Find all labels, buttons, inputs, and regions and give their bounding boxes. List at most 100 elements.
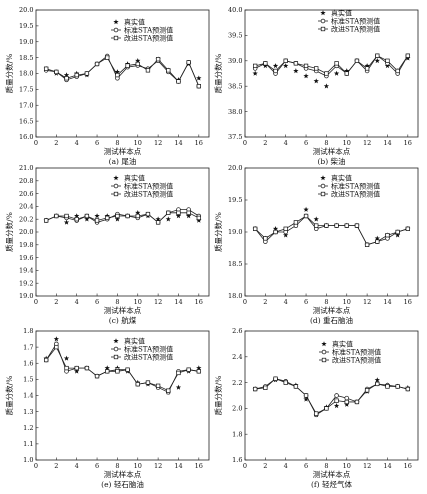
y-tick-label: 1.7 xyxy=(23,343,33,351)
improved-sta-point xyxy=(314,411,319,416)
improved-sta-point xyxy=(344,71,349,76)
improved-sta-point xyxy=(263,385,268,390)
x-tick-label: 16 xyxy=(195,462,203,470)
improved-sta-point xyxy=(283,58,288,63)
panel-caption: (a) 尾油 xyxy=(109,156,137,166)
y-tick-label: 1.4 xyxy=(23,392,33,400)
true-value-point xyxy=(262,63,269,69)
improved-sta-point xyxy=(155,57,161,62)
x-tick-label: 8 xyxy=(115,298,119,306)
y-tick-label: 2.6 xyxy=(232,327,242,335)
true-value-point xyxy=(374,235,380,241)
true-value-point xyxy=(135,58,141,64)
series-line-standard-sta xyxy=(255,378,408,416)
y-tick-label: 16.0 xyxy=(19,133,33,141)
true-value-point xyxy=(135,210,141,216)
improved-sta-point xyxy=(125,63,130,68)
improved-sta-point xyxy=(54,344,59,350)
true-value-point xyxy=(344,401,350,407)
improved-sta-point xyxy=(64,213,69,219)
true-value-point xyxy=(323,83,330,89)
x-tick-label: 12 xyxy=(154,462,162,470)
y-tick-label: 18.5 xyxy=(19,54,33,62)
improved-sta-point xyxy=(273,68,278,74)
legend-marker xyxy=(113,191,119,197)
legend-label: 标准STA预测值 xyxy=(124,345,173,354)
panel-caption: (e) 轻石脑油 xyxy=(101,479,144,489)
improved-sta-point xyxy=(115,72,120,78)
y-axis-label: 质量分数/% xyxy=(4,212,14,252)
x-tick-label: 8 xyxy=(115,462,119,470)
true-value-point xyxy=(165,216,171,222)
legend-label: 改进STA预测值 xyxy=(331,190,380,199)
true-value-point xyxy=(63,355,70,361)
improved-sta-point xyxy=(375,53,380,58)
legend-label: 真实值 xyxy=(332,340,353,349)
x-tick-label: 14 xyxy=(383,139,391,147)
legend-marker xyxy=(113,346,119,352)
series-line-standard-sta xyxy=(46,209,200,223)
standard-sta-point xyxy=(334,393,339,398)
improved-sta-point xyxy=(145,380,151,385)
improved-sta-point xyxy=(314,66,319,71)
legend-label: 标准STA预测值 xyxy=(331,182,380,191)
chart-panel-a: 16.0 16.5 17.0 17.5 18.0 18.5 19.0 19.5 20.0 0 2 4 6… xyxy=(4,6,210,166)
y-tick-label: 17.5 xyxy=(19,86,33,94)
y-tick-label: 20.0 xyxy=(19,228,33,236)
y-tick-label: 20.0 xyxy=(19,6,33,14)
legend-marker xyxy=(320,18,326,24)
legend-label: 标准STA预测值 xyxy=(124,182,173,191)
x-tick-label: 10 xyxy=(134,298,142,306)
x-tick-label: 0 xyxy=(243,298,247,306)
y-tick-label: 40.0 xyxy=(228,6,242,14)
plot-frame xyxy=(35,330,210,461)
x-tick-label: 12 xyxy=(154,139,162,147)
x-tick-label: 10 xyxy=(134,139,142,147)
true-value-point xyxy=(405,55,411,61)
legend-marker xyxy=(113,35,119,41)
legend-marker xyxy=(113,175,119,181)
true-value-point xyxy=(313,216,319,222)
y-tick-label: 39.0 xyxy=(228,57,242,65)
legend-marker xyxy=(320,183,326,189)
standard-sta-point xyxy=(344,395,350,401)
true-value-point xyxy=(74,368,80,374)
chart-panel-f: 1.6 1.8 2.0 2.2 2.4 2.6 0 2 4 6 8 10 12 14 16 测试样本点 质量分数… xyxy=(213,327,419,489)
improved-sta-point xyxy=(115,213,120,219)
series-line-improved-sta xyxy=(255,378,408,415)
improved-sta-point xyxy=(176,210,181,215)
y-tick-label: 1.2 xyxy=(23,424,33,432)
y-tick-label: 19.5 xyxy=(19,22,33,30)
improved-sta-point xyxy=(84,365,90,371)
improved-sta-point xyxy=(263,236,268,241)
legend-label: 改进STA预测值 xyxy=(331,25,380,34)
x-tick-label: 16 xyxy=(195,139,203,147)
x-tick-label: 6 xyxy=(304,139,308,147)
legend-label: 真实值 xyxy=(124,18,145,27)
improved-sta-point xyxy=(145,211,151,217)
x-tick-label: 8 xyxy=(115,139,119,147)
x-axis-label: 测试样本点 xyxy=(313,469,351,479)
improved-sta-point xyxy=(293,61,299,66)
improved-sta-point xyxy=(354,399,360,405)
true-value-point xyxy=(303,206,309,212)
improved-sta-point xyxy=(303,393,309,398)
y-tick-label: 19.6 xyxy=(19,254,33,262)
true-value-point xyxy=(272,63,279,69)
improved-sta-point xyxy=(105,55,110,60)
x-tick-label: 2 xyxy=(54,298,58,306)
true-value-point xyxy=(333,403,340,409)
legend-marker xyxy=(113,338,119,344)
improved-sta-point xyxy=(94,61,100,67)
x-tick-label: 8 xyxy=(324,298,328,306)
improved-sta-point xyxy=(186,367,191,372)
true-value-point xyxy=(344,68,350,74)
improved-sta-point xyxy=(324,71,329,76)
series-line-improved-sta xyxy=(254,215,408,246)
improved-sta-point xyxy=(54,69,59,75)
x-tick-label: 6 xyxy=(95,298,99,306)
legend-marker xyxy=(113,19,119,25)
improved-sta-point xyxy=(263,61,268,66)
series-line-standard-sta xyxy=(254,215,408,246)
